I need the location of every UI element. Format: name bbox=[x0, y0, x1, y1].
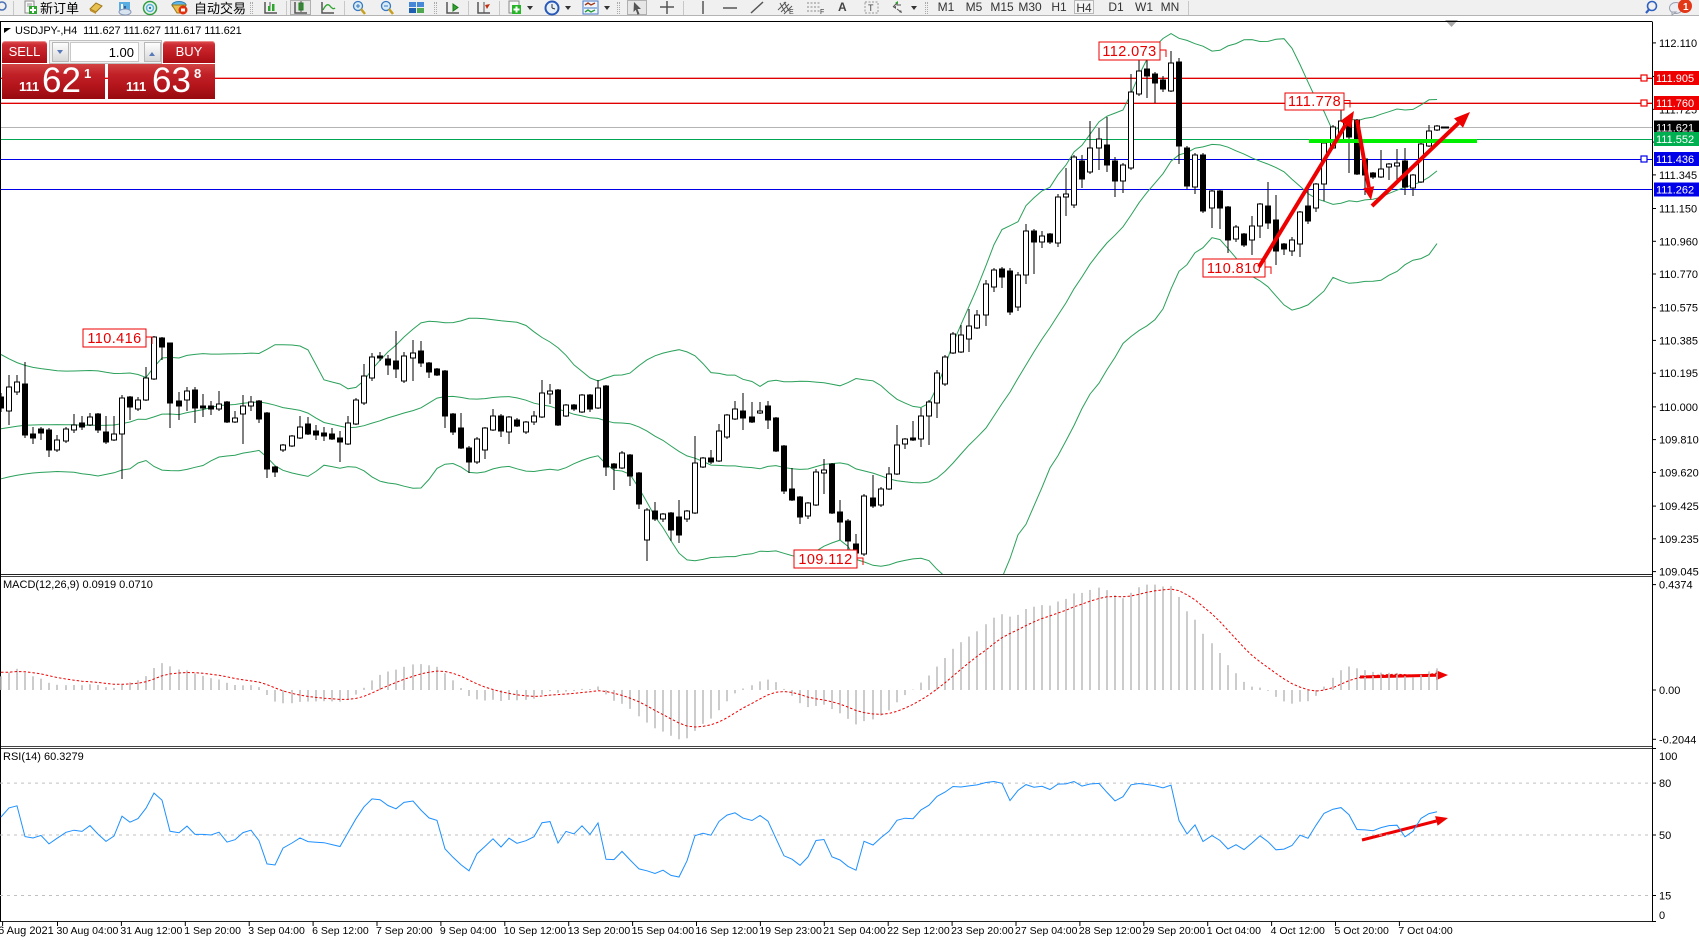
svg-text:111.905: 111.905 bbox=[1656, 73, 1694, 85]
svg-text:111.436: 111.436 bbox=[1656, 154, 1694, 166]
svg-text:110.770: 110.770 bbox=[1659, 269, 1698, 281]
svg-text:MACD(12,26,9) 0.0919 0.0710: MACD(12,26,9) 0.0919 0.0710 bbox=[3, 579, 153, 591]
svg-text:USDJPY-,H4 111.627 111.627 11: USDJPY-,H4 111.627 111.627 111.617 111.6… bbox=[15, 25, 242, 37]
svg-text:0.00: 0.00 bbox=[1659, 685, 1680, 697]
svg-text:22 Sep 12:00: 22 Sep 12:00 bbox=[887, 925, 950, 937]
svg-text:110.416: 110.416 bbox=[87, 331, 141, 347]
svg-text:80: 80 bbox=[1659, 778, 1671, 790]
svg-text:111.552: 111.552 bbox=[1656, 134, 1694, 146]
svg-text:111.778: 111.778 bbox=[1288, 94, 1341, 110]
svg-text:7 Oct 04:00: 7 Oct 04:00 bbox=[1398, 925, 1452, 937]
svg-text:1 Sep 20:00: 1 Sep 20:00 bbox=[184, 925, 241, 937]
svg-text:109.045: 109.045 bbox=[1659, 567, 1699, 579]
svg-text:1: 1 bbox=[1683, 2, 1689, 13]
svg-text:110.000: 110.000 bbox=[1659, 402, 1698, 414]
svg-text:4 Oct 12:00: 4 Oct 12:00 bbox=[1271, 925, 1325, 937]
svg-text:0: 0 bbox=[1659, 910, 1665, 922]
svg-text:RSI(14) 60.3279: RSI(14) 60.3279 bbox=[3, 751, 84, 763]
svg-text:9 Sep 04:00: 9 Sep 04:00 bbox=[440, 925, 497, 937]
svg-text:112.110: 112.110 bbox=[1659, 38, 1697, 50]
svg-text:23 Sep 20:00: 23 Sep 20:00 bbox=[951, 925, 1014, 937]
svg-text:5 Oct 20:00: 5 Oct 20:00 bbox=[1335, 925, 1389, 937]
svg-text:15 Sep 04:00: 15 Sep 04:00 bbox=[632, 925, 695, 937]
svg-text:T: T bbox=[868, 3, 874, 13]
svg-text:110.960: 110.960 bbox=[1659, 236, 1698, 248]
svg-text:7 Sep 20:00: 7 Sep 20:00 bbox=[376, 925, 433, 937]
svg-text:10 Sep 12:00: 10 Sep 12:00 bbox=[504, 925, 567, 937]
svg-text:F: F bbox=[820, 9, 824, 16]
svg-text:112.073: 112.073 bbox=[1102, 44, 1156, 60]
svg-text:30 Aug 04:00: 30 Aug 04:00 bbox=[57, 925, 119, 937]
svg-text:E: E bbox=[789, 9, 794, 16]
svg-text:13 Sep 20:00: 13 Sep 20:00 bbox=[568, 925, 631, 937]
svg-text:109.620: 109.620 bbox=[1659, 467, 1699, 479]
svg-text:111.760: 111.760 bbox=[1656, 98, 1694, 110]
svg-text:109.810: 109.810 bbox=[1659, 435, 1699, 447]
svg-text:109.112: 109.112 bbox=[798, 552, 852, 568]
svg-text:29 Sep 20:00: 29 Sep 20:00 bbox=[1143, 925, 1206, 937]
svg-text:50: 50 bbox=[1659, 830, 1671, 842]
svg-text:27 Sep 04:00: 27 Sep 04:00 bbox=[1015, 925, 1078, 937]
svg-text:110.195: 110.195 bbox=[1659, 368, 1698, 380]
svg-text:1 Oct 04:00: 1 Oct 04:00 bbox=[1207, 925, 1261, 937]
svg-text:100: 100 bbox=[1659, 751, 1677, 763]
svg-text:110.810: 110.810 bbox=[1207, 261, 1261, 277]
svg-text:15: 15 bbox=[1659, 891, 1671, 903]
svg-text:26 Aug 2021: 26 Aug 2021 bbox=[0, 925, 54, 937]
svg-text:16 Sep 12:00: 16 Sep 12:00 bbox=[696, 925, 759, 937]
svg-text:6 Sep 12:00: 6 Sep 12:00 bbox=[312, 925, 369, 937]
svg-text:111.345: 111.345 bbox=[1659, 170, 1697, 182]
svg-text:111.150: 111.150 bbox=[1659, 204, 1697, 216]
svg-text:0.4374: 0.4374 bbox=[1659, 580, 1693, 592]
svg-text:-0.2044: -0.2044 bbox=[1659, 734, 1696, 746]
svg-text:110.385: 110.385 bbox=[1659, 335, 1698, 347]
svg-text:21 Sep 04:00: 21 Sep 04:00 bbox=[823, 925, 886, 937]
svg-text:31 Aug 12:00: 31 Aug 12:00 bbox=[120, 925, 182, 937]
svg-text:110.575: 110.575 bbox=[1659, 303, 1698, 315]
svg-text:19 Sep 23:00: 19 Sep 23:00 bbox=[759, 925, 822, 937]
svg-text:111.621: 111.621 bbox=[1656, 123, 1694, 135]
svg-text:109.235: 109.235 bbox=[1659, 534, 1699, 546]
svg-text:3 Sep 04:00: 3 Sep 04:00 bbox=[248, 925, 305, 937]
svg-text:28 Sep 12:00: 28 Sep 12:00 bbox=[1079, 925, 1142, 937]
svg-text:111.262: 111.262 bbox=[1656, 185, 1694, 197]
svg-text:109.425: 109.425 bbox=[1659, 501, 1699, 513]
